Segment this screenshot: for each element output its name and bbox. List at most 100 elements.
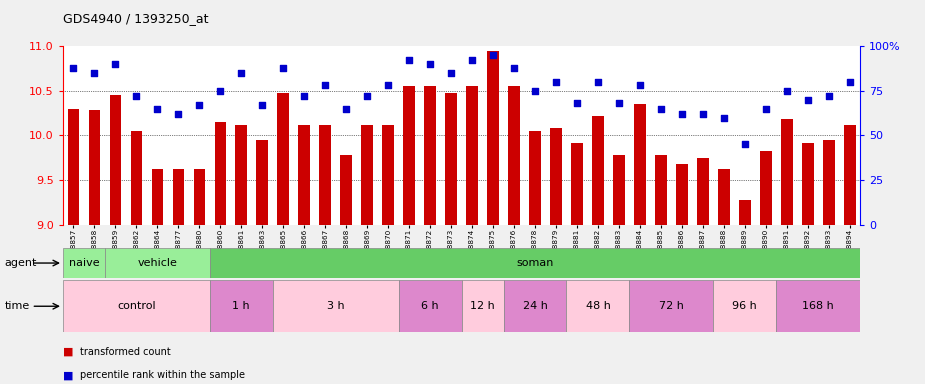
- Text: 1 h: 1 h: [232, 301, 250, 311]
- Point: [507, 65, 522, 71]
- Point: [401, 57, 416, 63]
- Bar: [508, 86, 520, 225]
- Point: [590, 79, 605, 85]
- Point: [423, 61, 438, 67]
- Bar: [462, 280, 503, 332]
- Bar: [445, 93, 457, 225]
- Text: GDS4940 / 1393250_at: GDS4940 / 1393250_at: [63, 12, 208, 25]
- Text: soman: soman: [516, 258, 554, 268]
- Point: [191, 102, 206, 108]
- Point: [843, 79, 857, 85]
- Point: [486, 52, 500, 58]
- Text: ■: ■: [63, 370, 73, 380]
- Text: naive: naive: [68, 258, 99, 268]
- Point: [150, 106, 165, 112]
- Bar: [278, 93, 289, 225]
- Bar: [713, 280, 776, 332]
- Text: 12 h: 12 h: [470, 301, 495, 311]
- Bar: [503, 280, 566, 332]
- Bar: [210, 280, 273, 332]
- Text: agent: agent: [5, 258, 37, 268]
- Bar: [655, 155, 667, 225]
- Bar: [572, 142, 583, 225]
- Text: 24 h: 24 h: [523, 301, 548, 311]
- Bar: [697, 158, 709, 225]
- Point: [360, 93, 375, 99]
- Point: [696, 111, 710, 117]
- Point: [780, 88, 795, 94]
- Point: [87, 70, 102, 76]
- Bar: [63, 248, 105, 278]
- Text: 168 h: 168 h: [802, 301, 834, 311]
- Bar: [529, 131, 541, 225]
- Point: [129, 93, 143, 99]
- Bar: [215, 122, 226, 225]
- Bar: [635, 104, 646, 225]
- Bar: [193, 169, 205, 225]
- Point: [800, 97, 815, 103]
- Point: [66, 65, 80, 71]
- Bar: [63, 280, 210, 332]
- Bar: [566, 280, 629, 332]
- Bar: [425, 86, 436, 225]
- Point: [758, 106, 773, 112]
- Bar: [89, 110, 100, 225]
- Text: 96 h: 96 h: [733, 301, 758, 311]
- Bar: [105, 248, 210, 278]
- Bar: [403, 86, 415, 225]
- Point: [318, 82, 333, 88]
- Bar: [739, 200, 750, 225]
- Point: [213, 88, 228, 94]
- Bar: [592, 116, 604, 225]
- Bar: [760, 151, 771, 225]
- Bar: [613, 155, 624, 225]
- Point: [527, 88, 542, 94]
- Text: 48 h: 48 h: [586, 301, 610, 311]
- Bar: [487, 51, 499, 225]
- Bar: [718, 169, 730, 225]
- Text: transformed count: transformed count: [80, 347, 170, 357]
- Point: [276, 65, 290, 71]
- Point: [339, 106, 353, 112]
- Point: [611, 100, 626, 106]
- Text: 72 h: 72 h: [659, 301, 684, 311]
- Text: percentile rank within the sample: percentile rank within the sample: [80, 370, 244, 380]
- Bar: [362, 125, 373, 225]
- Bar: [844, 125, 856, 225]
- Bar: [273, 280, 399, 332]
- Text: ■: ■: [63, 347, 73, 357]
- Bar: [173, 169, 184, 225]
- Bar: [629, 280, 713, 332]
- Bar: [823, 140, 834, 225]
- Bar: [399, 280, 462, 332]
- Bar: [256, 140, 268, 225]
- Bar: [340, 155, 352, 225]
- Bar: [130, 131, 142, 225]
- Bar: [299, 125, 310, 225]
- Bar: [676, 164, 687, 225]
- Bar: [550, 128, 561, 225]
- Point: [171, 111, 186, 117]
- Point: [464, 57, 479, 63]
- Text: vehicle: vehicle: [138, 258, 178, 268]
- Point: [737, 141, 752, 147]
- Point: [297, 93, 312, 99]
- Point: [381, 82, 396, 88]
- Bar: [776, 280, 860, 332]
- Point: [654, 106, 669, 112]
- Bar: [236, 125, 247, 225]
- Point: [549, 79, 563, 85]
- Point: [570, 100, 585, 106]
- Bar: [382, 125, 394, 225]
- Bar: [68, 109, 80, 225]
- Point: [717, 114, 732, 121]
- Bar: [152, 169, 163, 225]
- Text: control: control: [117, 301, 155, 311]
- Bar: [319, 125, 331, 225]
- Text: 3 h: 3 h: [327, 301, 344, 311]
- Bar: [466, 86, 478, 225]
- Point: [674, 111, 689, 117]
- Text: 6 h: 6 h: [421, 301, 439, 311]
- Bar: [109, 95, 121, 225]
- Text: time: time: [5, 301, 30, 311]
